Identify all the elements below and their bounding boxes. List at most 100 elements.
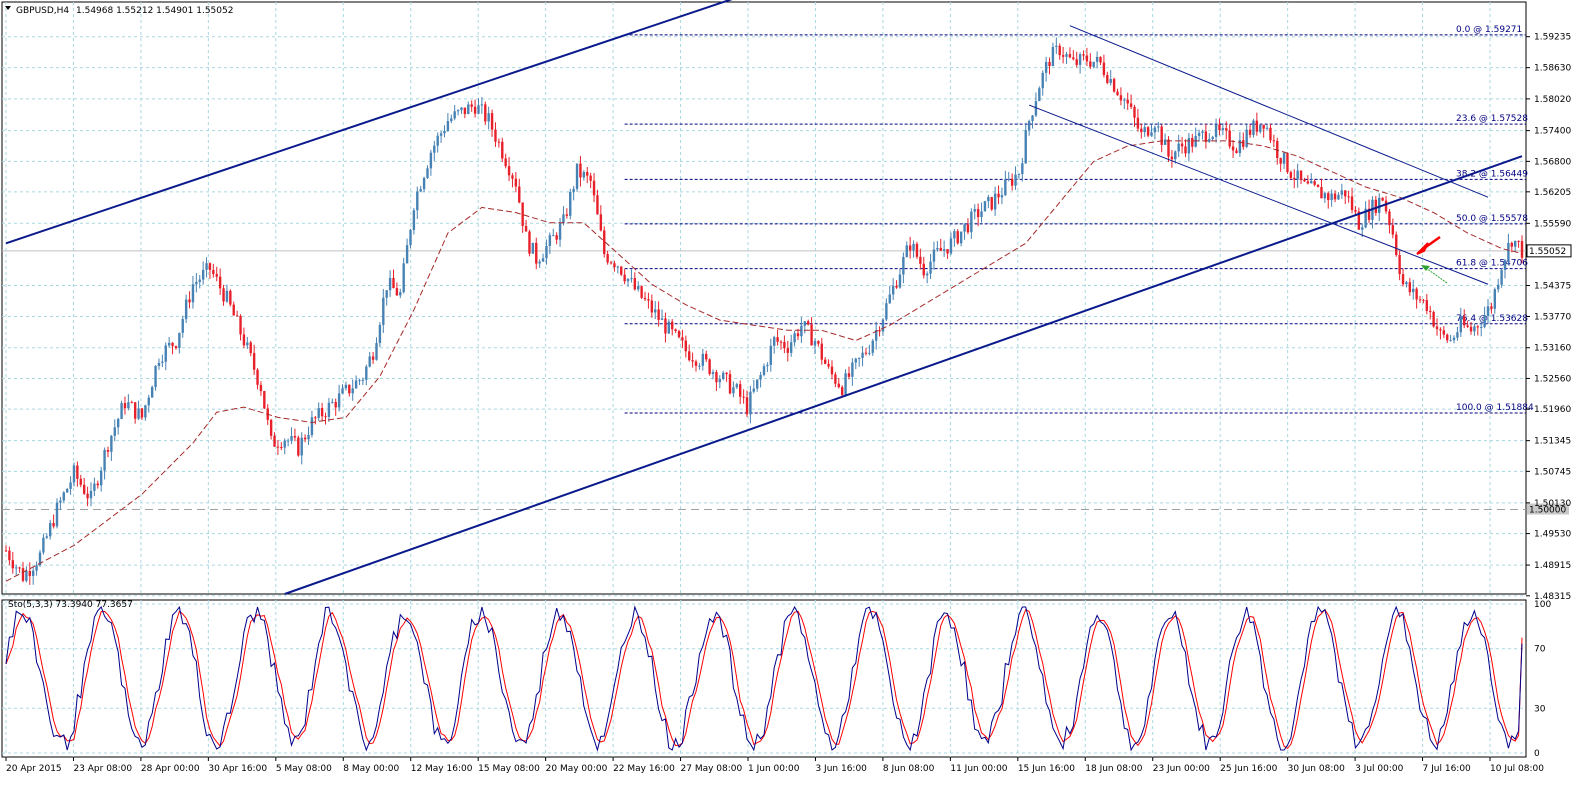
candle-body xyxy=(1201,131,1204,133)
candle-body xyxy=(1075,59,1078,65)
candle-body xyxy=(1041,72,1044,89)
candle-body xyxy=(1293,177,1296,180)
reference-level-label: 1.50000 xyxy=(1529,506,1566,516)
candle-body xyxy=(963,224,966,232)
candle-body xyxy=(72,465,76,483)
candle-body xyxy=(1157,126,1160,128)
candle-body xyxy=(759,374,762,380)
candle-body xyxy=(1429,310,1432,312)
candle-body xyxy=(626,278,630,282)
candle-body xyxy=(789,342,793,353)
candle-body xyxy=(1405,282,1408,285)
candle-body xyxy=(874,330,878,341)
candle-body xyxy=(722,372,725,379)
candle-body xyxy=(337,393,341,408)
candle-body xyxy=(983,201,987,212)
candle-body xyxy=(1259,124,1262,132)
candle-body xyxy=(1184,146,1187,154)
candle-body xyxy=(140,408,144,418)
candle-body xyxy=(521,202,524,226)
candle-body xyxy=(647,299,650,301)
x-tick-label: 28 Apr 00:00 xyxy=(141,764,200,774)
candle-body xyxy=(212,269,215,275)
candle-body xyxy=(1078,54,1082,65)
x-tick-label: 23 Jun 00:00 xyxy=(1153,764,1210,774)
candle-body xyxy=(1483,315,1486,327)
signal-arrows xyxy=(1416,235,1448,284)
candle-body xyxy=(599,214,603,231)
candle-body xyxy=(558,223,562,240)
candle-body xyxy=(586,172,589,176)
candle-body xyxy=(14,567,18,569)
candle-body xyxy=(881,319,885,332)
candle-body xyxy=(388,277,392,291)
x-tick-label: 10 Jul 08:00 xyxy=(1490,764,1544,774)
candle-body xyxy=(1452,337,1456,341)
candle-body xyxy=(579,163,582,178)
candle-body xyxy=(1514,240,1517,247)
candle-body xyxy=(154,365,157,388)
candle-body xyxy=(980,211,983,217)
candle-body xyxy=(300,437,303,456)
candle-body xyxy=(908,245,912,251)
candle-body xyxy=(538,261,541,264)
candle-body xyxy=(633,278,637,290)
candle-body xyxy=(110,435,113,452)
candle-body xyxy=(810,324,813,346)
candle-body xyxy=(847,373,851,377)
axes: 1.59235 1.58630 1.58020 1.57400 1.56800 1.562… xyxy=(5,6,1571,774)
y-tick-label: 1.53160 xyxy=(1534,344,1571,354)
candle-body xyxy=(497,141,501,143)
candle-body xyxy=(1170,156,1174,160)
chart-ohlc: 1.54968 1.55212 1.54901 1.55052 xyxy=(76,6,233,16)
y-tick-label: 1.48915 xyxy=(1534,561,1571,571)
candle-body xyxy=(303,437,307,440)
arrow-up-shaft xyxy=(1425,267,1448,284)
candle-body xyxy=(620,266,623,275)
y-tick-label: 1.59235 xyxy=(1534,33,1571,43)
candle-body xyxy=(739,384,742,397)
chart-symbol: GBPUSD,H4 xyxy=(16,6,69,16)
candle-body xyxy=(147,397,150,406)
candle-body xyxy=(477,105,480,114)
x-tick-label: 30 Jun 08:00 xyxy=(1288,764,1345,774)
candle-body xyxy=(885,303,888,320)
candle-body xyxy=(174,346,178,349)
candle-body xyxy=(351,388,354,394)
candle-body xyxy=(1031,115,1034,122)
candle-body xyxy=(453,111,456,119)
candle-body xyxy=(823,359,827,364)
candle-body xyxy=(654,309,657,313)
candle-body xyxy=(1439,329,1442,331)
candle-body xyxy=(69,482,72,489)
candle-body xyxy=(1391,225,1395,235)
candle-body xyxy=(1021,163,1024,175)
candle-body xyxy=(317,408,320,418)
candle-body xyxy=(616,266,620,268)
candle-body xyxy=(691,360,694,362)
candle-body xyxy=(552,235,555,237)
candle-body xyxy=(817,341,820,344)
candle-body xyxy=(470,104,473,107)
candle-body xyxy=(664,318,667,334)
candle-body xyxy=(1248,129,1252,135)
candle-body xyxy=(1112,79,1116,92)
candle-body xyxy=(752,388,756,392)
candle-body xyxy=(762,366,766,375)
candle-body xyxy=(572,188,575,192)
candle-body xyxy=(416,191,419,211)
candle-body xyxy=(1337,194,1340,200)
candle-body xyxy=(1408,282,1412,293)
candle-body xyxy=(133,402,137,419)
down-channel-lower-line xyxy=(1028,104,1489,285)
candle-body xyxy=(834,374,837,384)
candle-body xyxy=(939,248,942,251)
candle-body xyxy=(171,342,174,347)
candle-body xyxy=(1459,316,1463,333)
candle-body xyxy=(891,285,895,295)
candle-body xyxy=(929,261,932,274)
candle-body xyxy=(864,352,868,354)
candle-body xyxy=(1378,197,1381,213)
